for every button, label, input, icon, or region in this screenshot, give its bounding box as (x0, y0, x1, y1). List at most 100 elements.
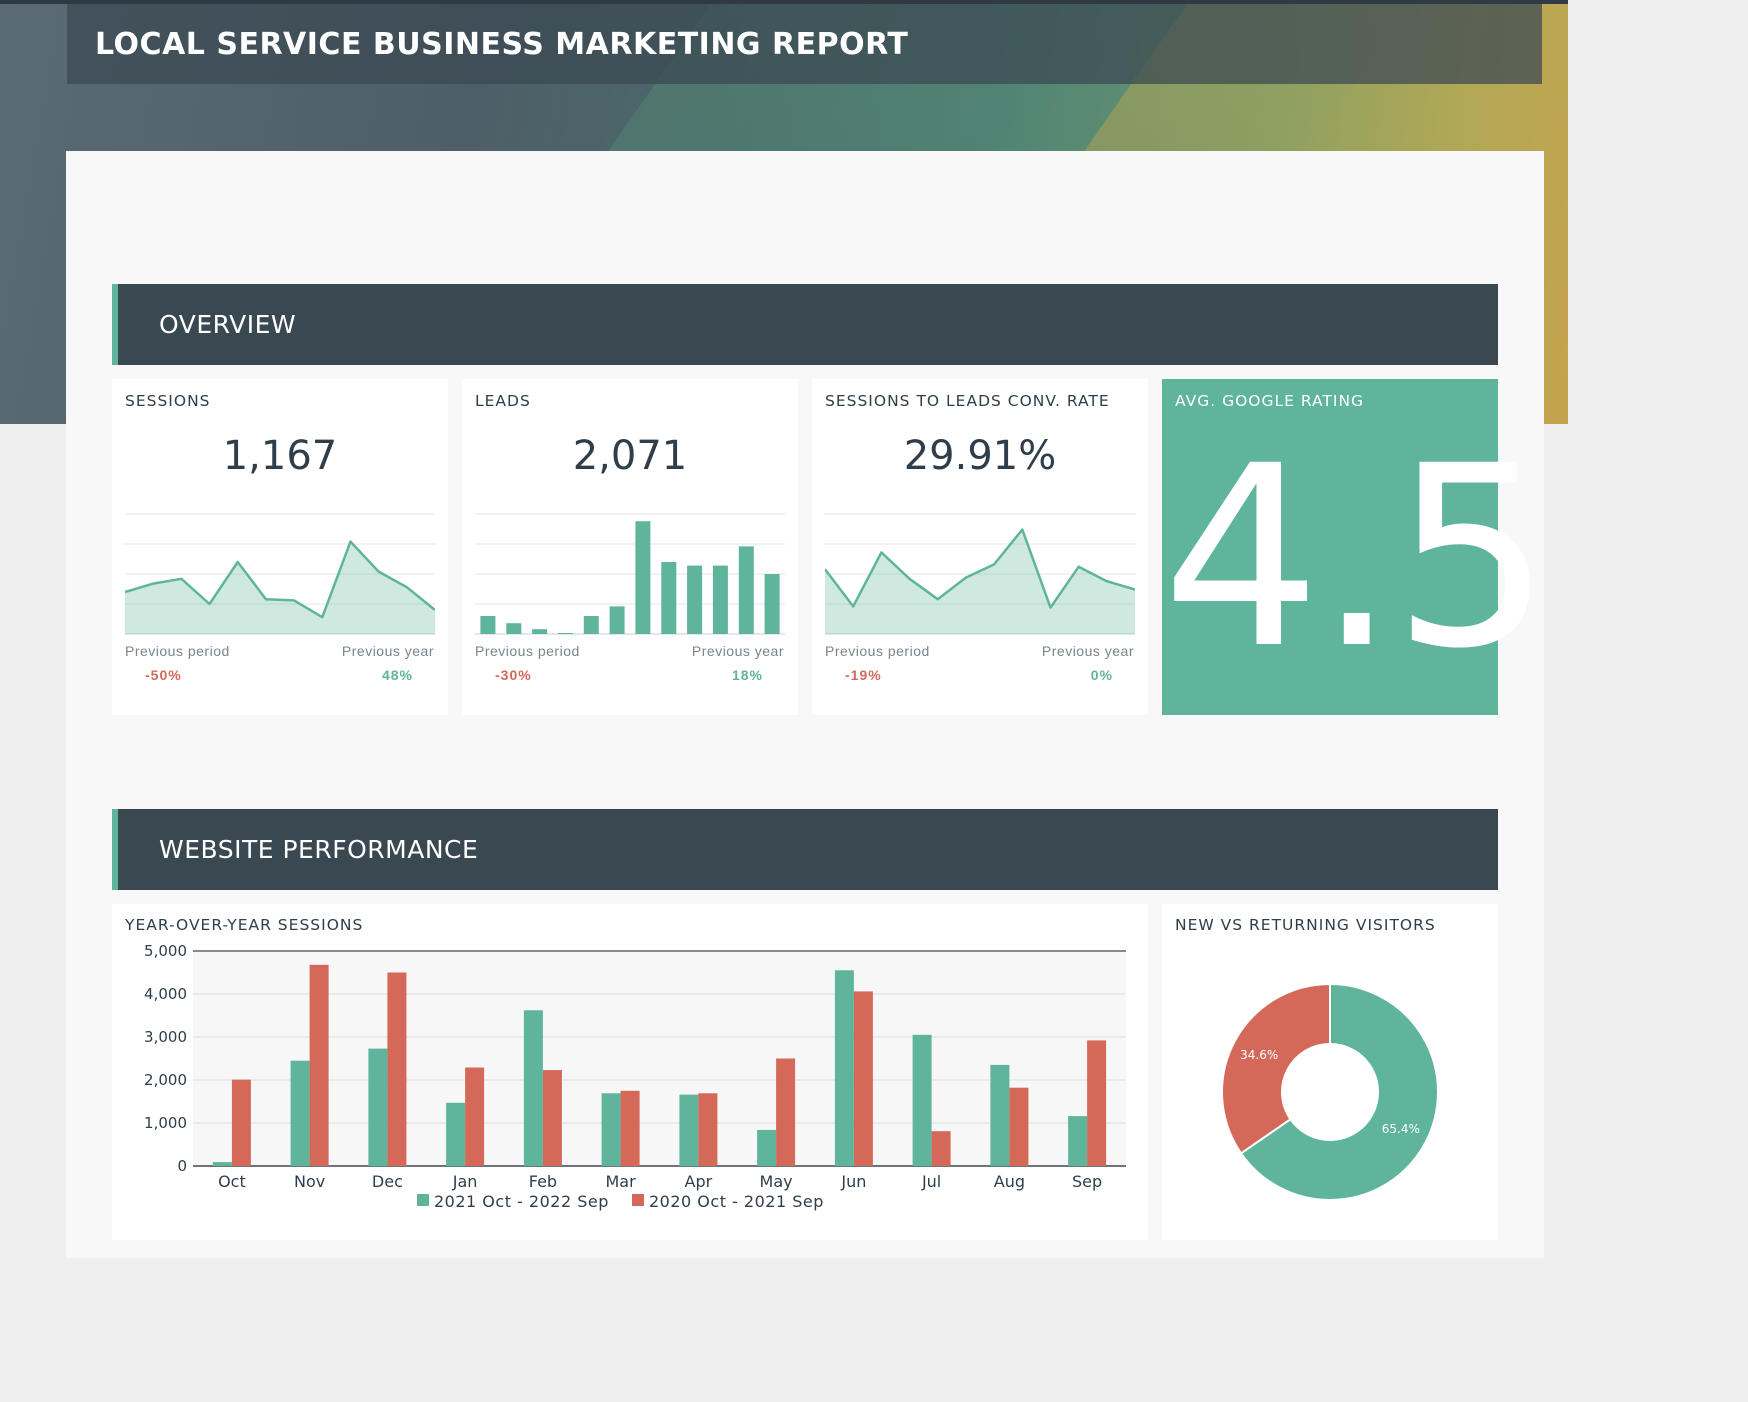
bar-previous (776, 1058, 796, 1166)
bar-previous (853, 991, 873, 1166)
bar-previous (309, 964, 329, 1166)
y-tick-label: 5,000 (144, 942, 187, 960)
pie-slice (1239, 982, 1439, 1201)
bar-current (368, 1048, 388, 1166)
y-tick-label: 0 (177, 1157, 187, 1175)
bar-previous (465, 1067, 485, 1166)
sparkline-bar (609, 606, 625, 634)
new-vs-returning-chart: 65.4% 34.6% (1221, 982, 1439, 1201)
bar-previous (387, 972, 407, 1166)
pie-slice-label: 34.6% (1240, 1048, 1278, 1062)
kpi-label-google-rating: AVG. GOOGLE RATING (1175, 392, 1365, 410)
yoy-sessions-title: YEAR-OVER-YEAR SESSIONS (125, 916, 364, 934)
yoy-sessions-card[interactable]: YEAR-OVER-YEAR SESSIONS 0 1,000 2,000 3,000… (112, 904, 1148, 1240)
sparkline-bar (532, 629, 548, 634)
top-border (0, 0, 1568, 4)
sparkline-area (825, 529, 1135, 634)
x-tick-label: Apr (685, 1172, 713, 1191)
legend-label: 2020 Oct - 2021 Sep (649, 1192, 824, 1211)
kpi-value-sessions: 1,167 (222, 433, 338, 479)
x-tick-label: Jan (452, 1172, 478, 1191)
conv-rate-sparkline (825, 513, 1135, 635)
sparkline-bar (738, 546, 754, 634)
bar-current (446, 1102, 466, 1166)
y-tick-label: 1,000 (144, 1114, 187, 1132)
sparkline-bar (661, 562, 677, 634)
kpi-value-leads: 2,071 (572, 433, 688, 479)
report-title-bar: LOCAL SERVICE BUSINESS MARKETING REPORT (67, 4, 1542, 84)
bar-previous (698, 1093, 718, 1166)
kpi-label-conv-rate: SESSIONS TO LEADS CONV. RATE (825, 392, 1110, 410)
x-tick-label: Feb (529, 1172, 557, 1191)
x-tick-label: Dec (372, 1172, 403, 1191)
report-title: LOCAL SERVICE BUSINESS MARKETING REPORT (95, 26, 909, 62)
prev-year-change: 18% (731, 667, 763, 683)
kpi-card-leads[interactable]: LEADS 2,071 Previous period Previous yea… (462, 379, 798, 715)
x-tick-label: May (760, 1172, 793, 1191)
kpi-value-conv-rate: 29.91% (903, 433, 1057, 479)
x-tick-label: Sep (1072, 1172, 1102, 1191)
y-tick-label: 4,000 (144, 985, 187, 1003)
bar-previous (231, 1079, 251, 1166)
sparkline-area (125, 541, 435, 634)
kpi-card-google-rating[interactable]: AVG. GOOGLE RATING 4.5 (1162, 379, 1552, 715)
sparkline-bar (583, 616, 599, 634)
prev-period-label: Previous period (125, 643, 230, 659)
bar-previous (1009, 1087, 1029, 1166)
prev-period-label: Previous period (825, 643, 930, 659)
bar-current (757, 1129, 777, 1166)
prev-year-change: 48% (381, 667, 413, 683)
x-tick-label: Mar (606, 1172, 637, 1191)
x-tick-label: Nov (294, 1172, 325, 1191)
prev-year-label: Previous year (1041, 643, 1134, 659)
sparkline-bar (687, 565, 703, 634)
bar-current (523, 1010, 543, 1166)
prev-period-change: -19% (845, 667, 882, 683)
yoy-sessions-chart: 0 1,000 2,000 3,000 4,000 5,000 Oct Nov Dec Jan Fe… (144, 942, 1126, 1211)
kpi-card-sessions[interactable]: SESSIONS 1,167 Previous period Previous … (112, 379, 448, 715)
x-tick-label: Jul (921, 1172, 941, 1191)
sparkline-bar (635, 521, 651, 634)
bar-current (834, 970, 854, 1166)
x-tick-label: Jun (840, 1172, 866, 1191)
sessions-sparkline (125, 513, 435, 635)
legend-label: 2021 Oct - 2022 Sep (434, 1192, 609, 1211)
prev-period-change: -50% (145, 667, 182, 683)
x-tick-label: Aug (994, 1172, 1025, 1191)
sparkline-bar (506, 623, 522, 634)
kpi-card-conv-rate[interactable]: SESSIONS TO LEADS CONV. RATE 29.91% Prev… (812, 379, 1148, 715)
new-vs-returning-card[interactable]: NEW VS RETURNING VISITORS 65.4% 34.6% (1162, 904, 1498, 1240)
sparkline-bar (557, 633, 573, 634)
pie-slice-label: 65.4% (1382, 1122, 1420, 1136)
legend-swatch (417, 1194, 429, 1206)
sparkline-bar (712, 565, 728, 634)
bar-current (601, 1093, 621, 1166)
leads-sparkline (475, 513, 785, 635)
bar-previous (620, 1090, 640, 1167)
bar-current (990, 1064, 1010, 1166)
prev-year-label: Previous year (691, 643, 784, 659)
sparkline-line (825, 528, 1135, 609)
section-title-website-performance: WEBSITE PERFORMANCE (159, 835, 479, 864)
kpi-label-leads: LEADS (475, 392, 531, 410)
bar-current (212, 1162, 232, 1166)
legend-swatch (632, 1194, 644, 1206)
new-vs-returning-title: NEW VS RETURNING VISITORS (1175, 916, 1436, 934)
bar-current (912, 1034, 932, 1166)
sparkline-line (125, 540, 435, 619)
pie-slice (1221, 982, 1331, 1155)
section-header-website-performance: WEBSITE PERFORMANCE (112, 809, 1498, 890)
bar-previous (1087, 1040, 1107, 1166)
prev-period-change: -30% (495, 667, 532, 683)
bar-current (679, 1094, 699, 1166)
section-header-overview: OVERVIEW (112, 284, 1498, 365)
bar-current (290, 1060, 310, 1166)
bar-previous (931, 1131, 951, 1166)
kpi-label-sessions: SESSIONS (125, 392, 211, 410)
y-tick-label: 3,000 (144, 1028, 187, 1046)
prev-year-label: Previous year (341, 643, 434, 659)
sparkline-bar (480, 616, 496, 634)
prev-period-label: Previous period (475, 643, 580, 659)
bar-current (1068, 1116, 1088, 1166)
section-title-overview: OVERVIEW (159, 310, 297, 339)
